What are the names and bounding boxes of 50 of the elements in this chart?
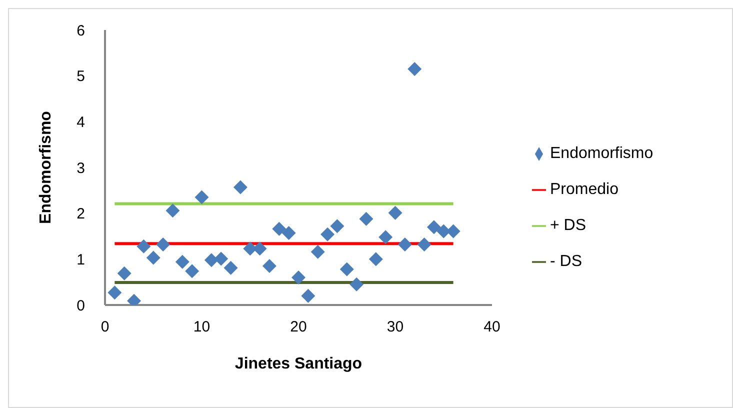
point bbox=[368, 252, 383, 266]
y-tick-label: 4 bbox=[76, 114, 85, 131]
legend-label: Endomorfismo bbox=[550, 145, 654, 162]
y-tick-label: 2 bbox=[76, 206, 85, 223]
point bbox=[214, 252, 228, 266]
point bbox=[194, 190, 209, 204]
point bbox=[233, 180, 248, 194]
point bbox=[224, 260, 238, 275]
point bbox=[166, 204, 180, 218]
point bbox=[262, 259, 276, 274]
point bbox=[185, 264, 200, 278]
y-tick-label: 1 bbox=[76, 251, 85, 268]
x-tick-label: 40 bbox=[484, 318, 500, 336]
point bbox=[340, 262, 354, 276]
y-tick-label: 6 bbox=[76, 22, 85, 40]
point bbox=[398, 238, 412, 252]
point bbox=[426, 220, 441, 234]
point bbox=[320, 227, 335, 242]
x-tick-label: 0 bbox=[100, 318, 110, 336]
x-tick-label: 10 bbox=[193, 318, 210, 336]
point bbox=[252, 242, 267, 256]
point bbox=[292, 270, 306, 284]
point bbox=[272, 222, 286, 236]
point bbox=[310, 244, 325, 259]
point bbox=[417, 238, 432, 252]
point bbox=[146, 250, 160, 265]
point bbox=[117, 266, 132, 280]
point bbox=[282, 226, 296, 240]
legend-label: - DS bbox=[550, 253, 582, 270]
point bbox=[204, 253, 218, 268]
legend-label: + DS bbox=[550, 217, 586, 234]
point bbox=[330, 219, 344, 234]
legend-label: Promedio bbox=[550, 181, 618, 198]
x-tick-label: 30 bbox=[386, 318, 404, 336]
point bbox=[359, 212, 374, 226]
y-axis-title: Endomorfismo bbox=[38, 110, 55, 224]
point bbox=[156, 238, 170, 252]
point bbox=[350, 277, 364, 292]
point bbox=[378, 230, 393, 244]
point bbox=[136, 239, 151, 254]
y-tick-label: 5 bbox=[76, 68, 85, 86]
y-tick-label: 3 bbox=[76, 160, 85, 177]
point bbox=[175, 254, 190, 269]
point bbox=[108, 286, 122, 300]
y-tick-label: 0 bbox=[76, 297, 85, 314]
point bbox=[408, 62, 422, 76]
point bbox=[301, 288, 316, 303]
x-axis-title: Jinetes Santiago bbox=[234, 355, 362, 372]
point bbox=[388, 206, 402, 220]
x-tick-label: 20 bbox=[290, 318, 307, 336]
